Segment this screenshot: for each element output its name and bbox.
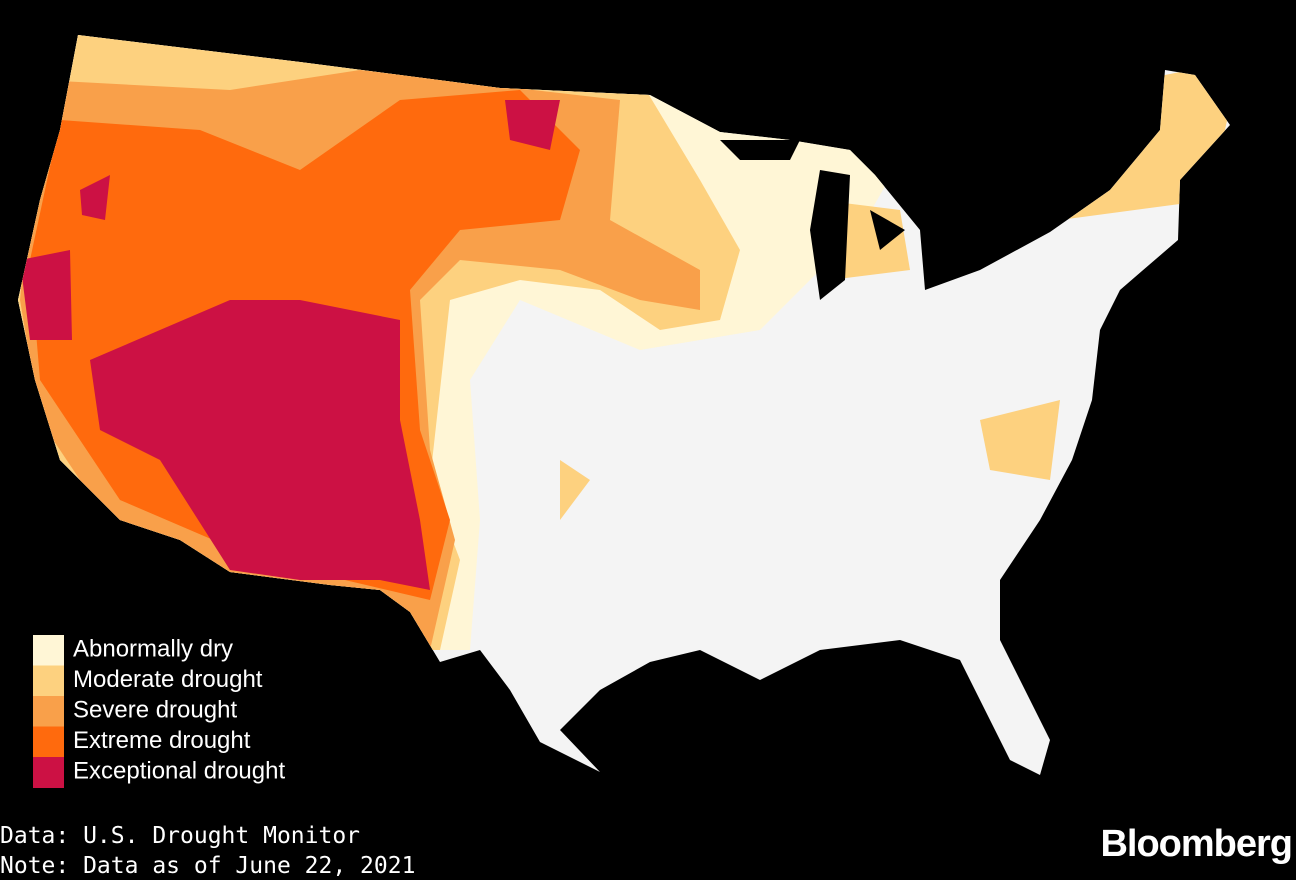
date-note: Note: Data as of June 22, 2021 [0, 853, 415, 879]
source-note: Data: U.S. Drought Monitor [0, 823, 360, 849]
legend-swatch [33, 696, 64, 727]
legend-swatch [33, 665, 64, 697]
legend-swatch [33, 726, 64, 758]
legend-label: Abnormally dry [73, 635, 233, 662]
legend-label: Exceptional drought [73, 757, 285, 784]
great-lakes [720, 140, 905, 300]
brand-logo: Bloomberg [1100, 823, 1292, 865]
legend-swatch [33, 635, 64, 666]
legend: Abnormally dry Moderate drought Severe dro… [33, 635, 285, 788]
legend-swatch [33, 757, 64, 788]
legend-label: Moderate drought [73, 666, 263, 693]
legend-label: Extreme drought [73, 727, 251, 754]
exceptional-area [20, 100, 560, 590]
legend-label: Severe drought [73, 696, 237, 723]
